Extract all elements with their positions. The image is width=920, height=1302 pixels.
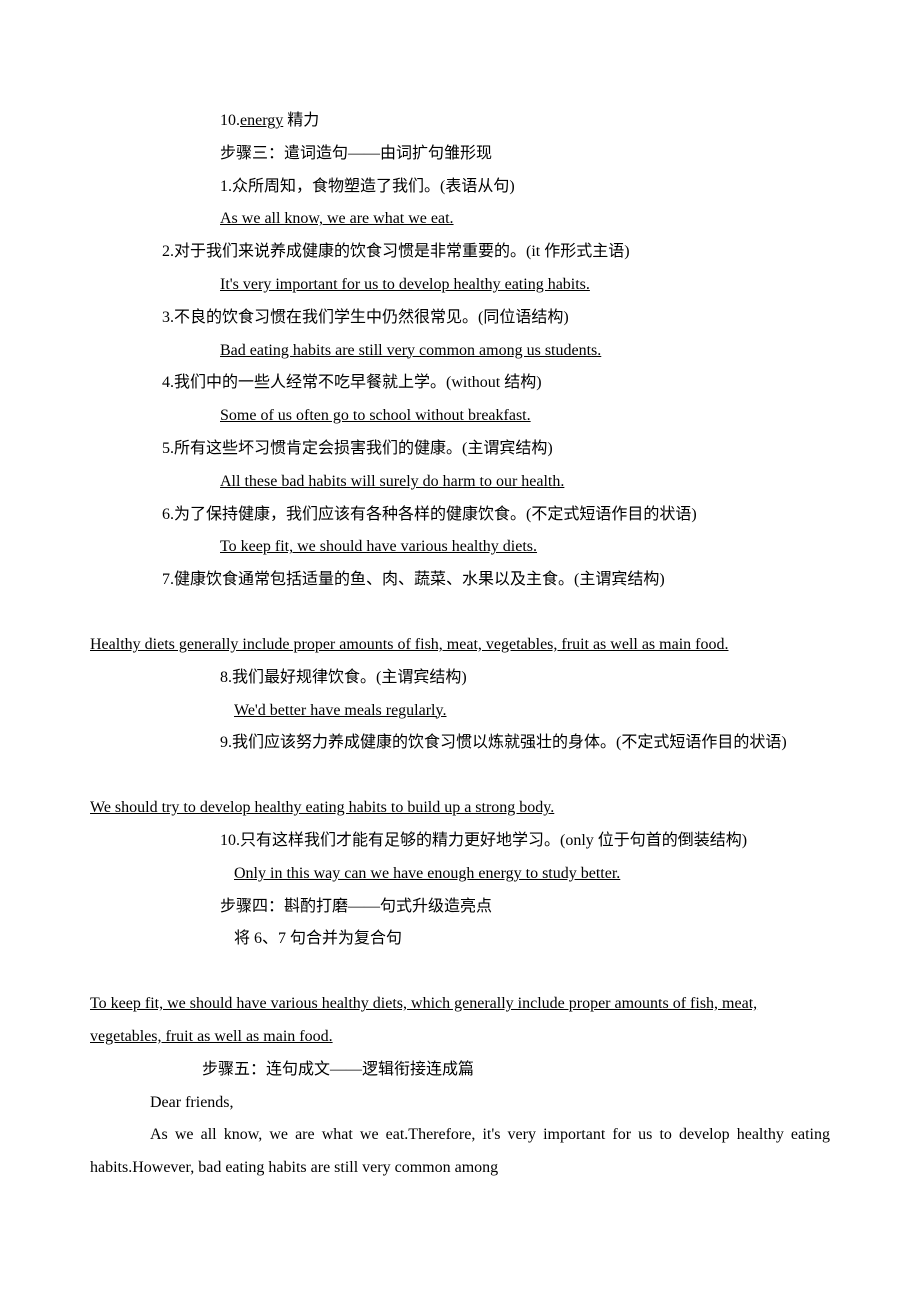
prompt-2: 2.对于我们来说养成健康的饮食习惯是非常重要的。(it 作形式主语) [90,236,830,269]
answer-4: Some of us often go to school without br… [90,400,830,433]
answer-text: Bad eating habits are still very common … [220,342,601,359]
step-heading-5: 步骤五：连句成文——逻辑衔接连成篇 [90,1054,830,1087]
prompt-4: 4.我们中的一些人经常不吃早餐就上学。(without 结构) [90,367,830,400]
line-vocab: 10.energy 精力 [90,105,830,138]
answer-text: Only in this way can we have enough ener… [234,865,620,882]
blank-line [90,597,830,629]
answer-9: We should try to develop healthy eating … [90,792,830,825]
answer-text: Some of us often go to school without br… [220,407,531,424]
answer-6: To keep fit, we should have various heal… [90,531,830,564]
step-heading: 步骤三：遣词造句——由词扩句雏形现 [90,138,830,171]
blank-line [90,956,830,988]
vocab-word: energy [240,112,283,129]
answer-3: Bad eating habits are still very common … [90,335,830,368]
substep: 将 6、7 句合并为复合句 [90,923,830,956]
answer-text: It's very important for us to develop he… [220,276,590,293]
answer-8: We'd better have meals regularly. [90,695,830,728]
answer-text: Healthy diets generally include proper a… [90,636,728,653]
prompt-8: 8.我们最好规律饮食。(主谓宾结构) [90,662,830,695]
answer-text: To keep fit, we should have various heal… [90,995,757,1045]
answer-text: All these bad habits will surely do harm… [220,473,564,490]
prompt-7: 7.健康饮食通常包括适量的鱼、肉、蔬菜、水果以及主食。(主谓宾结构) [90,564,830,597]
blank-line [90,760,830,792]
answer-text: To keep fit, we should have various heal… [220,538,537,555]
prompt-3: 3.不良的饮食习惯在我们学生中仍然很常见。(同位语结构) [90,302,830,335]
answer-text: We'd better have meals regularly. [234,702,446,719]
salutation: Dear friends, [90,1087,830,1120]
answer-text: We should try to develop healthy eating … [90,799,554,816]
essay-paragraph: As we all know, we are what we eat.There… [90,1119,830,1185]
answer-5: All these bad habits will surely do harm… [90,466,830,499]
answer-text: As we all know, we are what we eat. [220,210,454,227]
combined-answer: To keep fit, we should have various heal… [90,988,830,1054]
answer-2: It's very important for us to develop he… [90,269,830,302]
prompt-9: 9.我们应该努力养成健康的饮食习惯以炼就强壮的身体。(不定式短语作目的状语) [90,727,830,760]
step-heading-4: 步骤四：斟酌打磨——句式升级造亮点 [90,891,830,924]
answer-7: Healthy diets generally include proper a… [90,629,830,662]
prompt-1: 1.众所周知，食物塑造了我们。(表语从句) [90,171,830,204]
answer-1: As we all know, we are what we eat. [90,203,830,236]
prompt-5: 5.所有这些坏习惯肯定会损害我们的健康。(主谓宾结构) [90,433,830,466]
item-number: 10. [220,112,240,129]
answer-10: Only in this way can we have enough ener… [90,858,830,891]
prompt-10: 10.只有这样我们才能有足够的精力更好地学习。(only 位于句首的倒装结构) [90,825,830,858]
prompt-6: 6.为了保持健康，我们应该有各种各样的健康饮食。(不定式短语作目的状语) [90,499,830,532]
vocab-meaning: 精力 [283,112,319,129]
